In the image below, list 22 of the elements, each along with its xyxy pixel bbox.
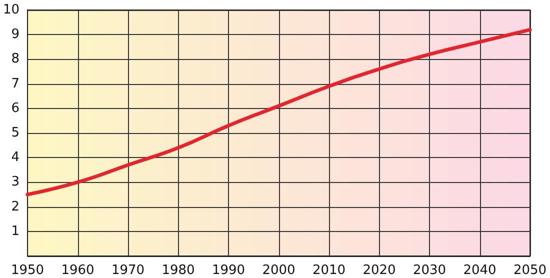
x-tick-label: 2030 [412,263,446,278]
x-tick-label: 1980 [162,263,195,278]
y-tick-label: 8 [11,52,20,67]
x-tick-label: 1990 [212,263,246,278]
y-tick-label: 4 [11,150,20,166]
y-tick-label: 5 [11,126,20,140]
y-tick-label: 2 [11,199,20,214]
y-tick-label: 7 [11,76,20,92]
y-tick-label: 6 [11,100,20,116]
x-tick-label: 1970 [111,263,145,278]
y-tick-label: 1 [11,224,20,239]
x-tick-label: 2000 [262,263,296,278]
y-tick-label: 10 [2,2,20,18]
x-tick-label: 2010 [312,263,346,278]
x-tick-label: 2050 [513,263,547,278]
line-series [26,28,532,196]
x-tick-label: 2040 [463,263,496,278]
x-tick-label: 1950 [10,263,44,278]
x-tick-label: 1960 [61,263,94,278]
y-tick-label: 9 [11,27,20,42]
y-tick-label: 3 [11,174,20,190]
x-tick-label: 2020 [362,263,396,278]
